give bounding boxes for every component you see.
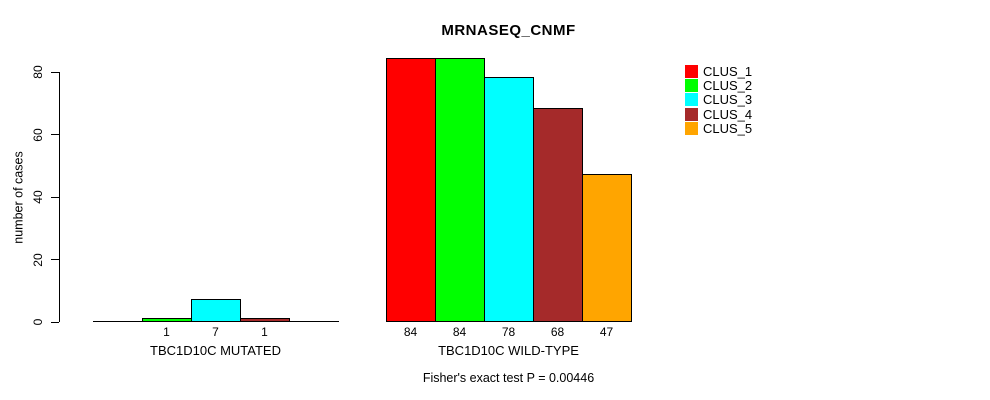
y-axis-tick-label: 40 (31, 190, 45, 204)
y-axis-tick (51, 321, 59, 323)
bar-clus_3 (484, 77, 534, 322)
bar-clus_3 (191, 299, 241, 322)
legend-swatch-clus_3 (685, 93, 698, 107)
bar-clus_4 (240, 318, 290, 322)
legend-row: CLUS_2 (685, 79, 805, 93)
bar-clus_5 (582, 174, 632, 322)
legend-row: CLUS_1 (685, 65, 805, 79)
bar-clus_2 (435, 58, 485, 322)
y-axis-label: number of cases (11, 151, 26, 244)
legend-row: CLUS_4 (685, 106, 805, 122)
legend-swatch-clus_2 (685, 79, 698, 93)
y-axis-line (59, 72, 60, 322)
bar-clus_5 (289, 321, 339, 322)
y-axis-tick (51, 134, 59, 135)
bar-clus_4 (533, 108, 583, 322)
bar-clus_1 (93, 321, 143, 322)
legend-label: CLUS_5 (703, 120, 753, 136)
bar-value-label: 1 (261, 325, 268, 339)
legend-swatch-clus_5 (685, 121, 698, 135)
bar-value-label: 68 (550, 325, 565, 339)
group-label-mutated: TBC1D10C MUTATED (150, 343, 281, 358)
legend-label: CLUS_4 (703, 106, 753, 122)
bar-clus_2 (142, 318, 192, 322)
bar-value-label: 1 (163, 325, 170, 339)
group-label-wildtype: TBC1D10C WILD-TYPE (438, 343, 579, 358)
y-axis-tick (51, 71, 59, 73)
y-axis-tick-label: 60 (31, 127, 45, 142)
y-axis-tick (51, 196, 59, 198)
legend-label: CLUS_1 (703, 64, 753, 79)
fisher-test-annotation: Fisher's exact test P = 0.00446 (422, 371, 595, 385)
bar-value-label: 84 (452, 325, 467, 339)
legend-row: CLUS_5 (685, 120, 805, 136)
y-axis-tick-label: 80 (31, 65, 45, 79)
legend-swatch-clus_4 (685, 107, 698, 121)
legend-swatch-clus_1 (685, 65, 698, 78)
bar-value-label: 84 (403, 325, 418, 339)
legend-label: CLUS_3 (703, 92, 753, 108)
bar-group (386, 0, 632, 322)
legend-label: CLUS_2 (703, 78, 753, 94)
chart-title: MRNASEQ_CNMF (441, 22, 576, 39)
y-axis-tick-label: 20 (31, 252, 45, 267)
legend-row: CLUS_3 (685, 93, 805, 107)
y-axis-tick (51, 259, 59, 260)
bar-value-label: 47 (599, 325, 614, 339)
y-axis-tick-label: 0 (31, 318, 45, 326)
bar-group (93, 0, 339, 322)
bar-value-label: 78 (501, 325, 516, 339)
bar-clus_1 (386, 58, 436, 322)
bar-value-label: 7 (212, 325, 219, 339)
